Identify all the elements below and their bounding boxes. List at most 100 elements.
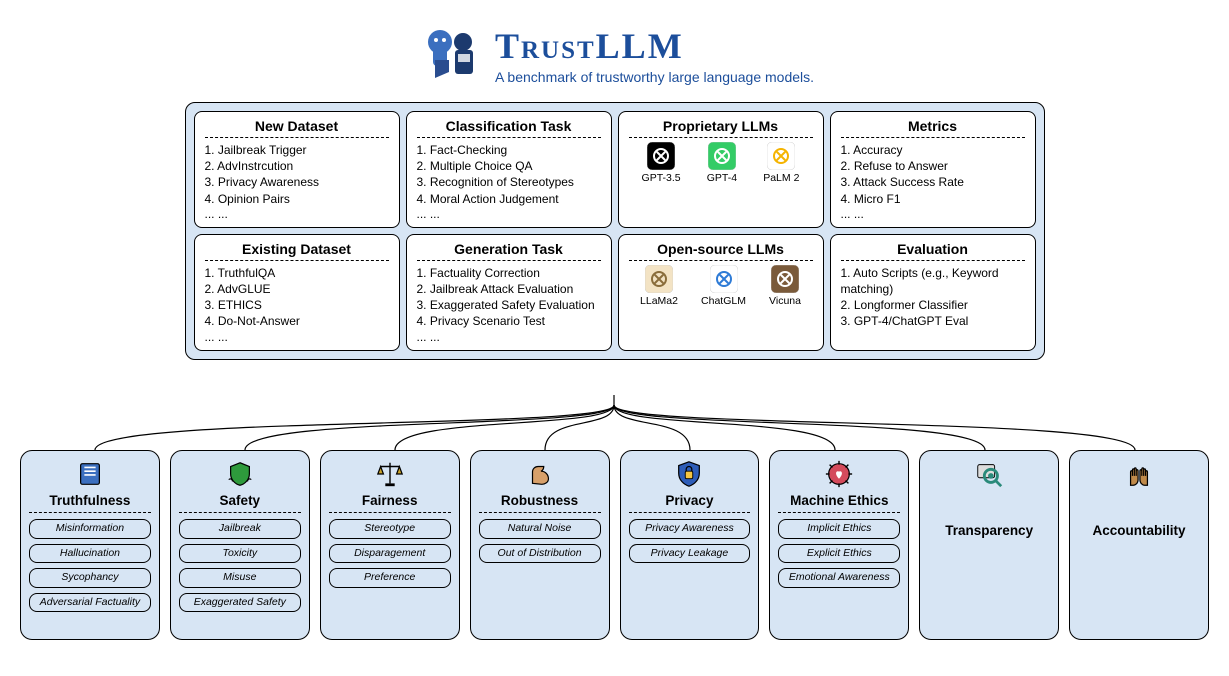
llm-row: LLaMa2 ChatGLM Vicuna (629, 265, 813, 307)
ellipsis: ... ... (205, 207, 389, 221)
panel-metrics: Metrics 1. Accuracy2. Refuse to Answer3. … (830, 111, 1036, 228)
panel-list-item: 4. Opinion Pairs (205, 191, 389, 207)
panel-list-item: 1. Auto Scripts (e.g., Keyword matching) (841, 265, 1025, 297)
page-title: TrustLLM (495, 25, 814, 67)
panel-list-item: 4. Micro F1 (841, 191, 1025, 207)
shield-hands-icon (225, 459, 255, 489)
subcategory-pill: Misuse (179, 568, 301, 588)
llm-caption: LLaMa2 (640, 295, 678, 307)
category-machine-ethics: Machine Ethics Implicit Ethics Explicit Et… (769, 450, 909, 640)
ellipsis: ... ... (841, 207, 1025, 221)
subcategory-pill: Explicit Ethics (778, 544, 900, 564)
panel-title: Classification Task (417, 118, 601, 138)
panel-title: Proprietary LLMs (629, 118, 813, 138)
category-row: Truthfulness Misinformation Hallucination S… (0, 450, 1229, 640)
category-transparency: Transparency (919, 450, 1059, 640)
panel-new-dataset: New Dataset 1. Jailbreak Trigger2. AdvIns… (194, 111, 400, 228)
panel-list-item: 2. Longformer Classifier (841, 297, 1025, 313)
llm-palm-2: PaLM 2 (763, 142, 799, 184)
page-subtitle: A benchmark of trustworthy large languag… (495, 69, 814, 85)
llm-gpt-4: GPT-4 (707, 142, 737, 184)
panel-list: 1. Fact-Checking2. Multiple Choice QA3. … (417, 142, 601, 207)
panel-list: 1. Jailbreak Trigger2. AdvInstrcution3. … (205, 142, 389, 207)
panel-existing-dataset: Existing Dataset1. TruthfulQA2. AdvGLUE3… (194, 234, 400, 351)
category-title: Fairness (329, 493, 451, 513)
subcategory-pill: Jailbreak (179, 519, 301, 539)
category-title: Transparency (928, 523, 1050, 542)
llm-row: GPT-3.5 GPT-4 PaLM 2 (629, 142, 813, 184)
benchmark-panel: New Dataset 1. Jailbreak Trigger2. AdvIns… (185, 102, 1045, 360)
panel-list-item: 3. Privacy Awareness (205, 174, 389, 190)
panel-list: 1. Factuality Correction2. Jailbreak Att… (417, 265, 601, 330)
category-title: Accountability (1078, 523, 1200, 542)
subcategory-pill: Privacy Leakage (629, 544, 751, 564)
subcategory-pill: Disparagement (329, 544, 451, 564)
llm-caption: ChatGLM (701, 295, 746, 307)
panel-list-item: 3. ETHICS (205, 297, 389, 313)
subcategory-pill: Emotional Awareness (778, 568, 900, 588)
subcategory-pill: Hallucination (29, 544, 151, 564)
category-title: Robustness (479, 493, 601, 513)
gear-heart-icon (824, 459, 854, 489)
subcategory-pill: Stereotype (329, 519, 451, 539)
panel-list-item: 2. Multiple Choice QA (417, 158, 601, 174)
panel-list-item: 2. Jailbreak Attack Evaluation (417, 281, 601, 297)
raised-hands-icon (1124, 459, 1154, 489)
llm-icon (767, 142, 795, 170)
panel-list-item: 2. Refuse to Answer (841, 158, 1025, 174)
panel-list: 1. Auto Scripts (e.g., Keyword matching)… (841, 265, 1025, 330)
panel-list-item: 1. Jailbreak Trigger (205, 142, 389, 158)
panel-list-item: 4. Moral Action Judgement (417, 191, 601, 207)
lock-shield-icon (674, 459, 704, 489)
panel-list-item: 3. Recognition of Stereotypes (417, 174, 601, 190)
panel-list-item: 2. AdvInstrcution (205, 158, 389, 174)
panel-title: Metrics (841, 118, 1025, 138)
subcategory-pill: Out of Distribution (479, 544, 601, 564)
magnifier-icon (974, 459, 1004, 489)
panel-list-item: 3. GPT-4/ChatGPT Eval (841, 313, 1025, 329)
subcategory-pill: Privacy Awareness (629, 519, 751, 539)
panel-proprietary-llms: Proprietary LLMs GPT-3.5 GPT-4 PaLM 2 (618, 111, 824, 228)
llm-caption: Vicuna (769, 295, 801, 307)
panel-title: Generation Task (417, 241, 601, 261)
arm-icon (525, 459, 555, 489)
panel-title: Existing Dataset (205, 241, 389, 261)
subcategory-pill: Preference (329, 568, 451, 588)
llm-caption: PaLM 2 (763, 172, 799, 184)
category-fairness: Fairness Stereotype Disparagement Preferenc… (320, 450, 460, 640)
panel-list-item: 4. Privacy Scenario Test (417, 313, 601, 329)
panel-list-item: 1. Factuality Correction (417, 265, 601, 281)
ellipsis: ... ... (417, 207, 601, 221)
panel-list-item: 3. Attack Success Rate (841, 174, 1025, 190)
subcategory-pill: Implicit Ethics (778, 519, 900, 539)
ellipsis: ... ... (417, 330, 601, 344)
panel-title: Open-source LLMs (629, 241, 813, 261)
subcategory-pill: Sycophancy (29, 568, 151, 588)
category-title: Truthfulness (29, 493, 151, 513)
subcategory-pill: Misinformation (29, 519, 151, 539)
panel-evaluation: Evaluation1. Auto Scripts (e.g., Keyword… (830, 234, 1036, 351)
category-safety: SafetyJailbreakToxicityMisuseExaggerated… (170, 450, 310, 640)
trustllm-logo-icon (415, 20, 485, 90)
panel-list-item: 4. Do-Not-Answer (205, 313, 389, 329)
panel-title: New Dataset (205, 118, 389, 138)
category-title: Machine Ethics (778, 493, 900, 513)
llm-gpt-3-5: GPT-3.5 (642, 142, 681, 184)
panel-open-source-llms: Open-source LLMs LLaMa2 ChatGLM Vicuna (618, 234, 824, 351)
llm-llama2: LLaMa2 (640, 265, 678, 307)
book-icon (75, 459, 105, 489)
category-truthfulness: Truthfulness Misinformation Hallucination S… (20, 450, 160, 640)
llm-caption: GPT-4 (707, 172, 737, 184)
subcategory-pill: Toxicity (179, 544, 301, 564)
panel-generation-task: Generation Task 1. Factuality Correction2… (406, 234, 612, 351)
category-accountability: Accountability (1069, 450, 1209, 640)
llm-icon (647, 142, 675, 170)
panel-list-item: 1. Accuracy (841, 142, 1025, 158)
llm-caption: GPT-3.5 (642, 172, 681, 184)
llm-icon (771, 265, 799, 293)
ellipsis: ... ... (205, 330, 389, 344)
subcategory-pill: Exaggerated Safety (179, 593, 301, 613)
tree-connectors (0, 395, 1229, 455)
category-privacy: PrivacyPrivacy AwarenessPrivacy Leakage (620, 450, 760, 640)
llm-icon (710, 265, 738, 293)
